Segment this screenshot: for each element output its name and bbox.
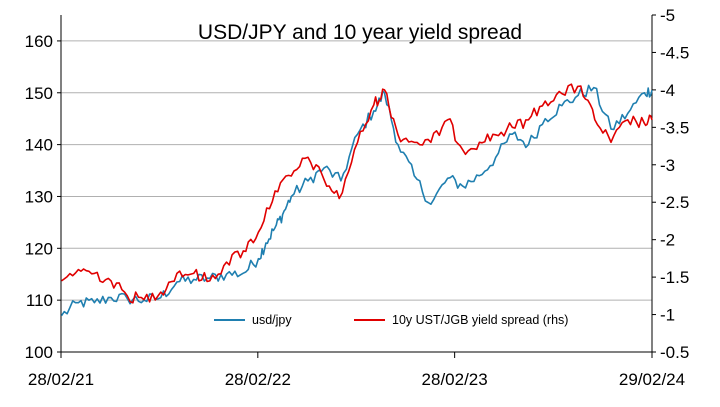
y-right-tick-label: -0.5 — [660, 343, 689, 362]
y-right-tick-label: -4.5 — [660, 43, 689, 62]
y-left-tick-label: 110 — [26, 291, 53, 310]
y-right-tick-label: -4 — [660, 81, 675, 100]
y-left-tick-label: 150 — [25, 84, 53, 103]
y-right-tick-label: -1.5 — [660, 268, 689, 287]
x-tick-label: 28/02/22 — [225, 370, 291, 389]
y-right-tick-label: -5 — [660, 6, 675, 25]
y-right-tick-label: -1 — [660, 306, 675, 325]
y-left-tick-label: 160 — [25, 32, 53, 51]
y-left-tick-label: 100 — [25, 343, 53, 362]
y-right-tick-label: -2 — [660, 231, 675, 250]
x-tick-label: 29/02/24 — [619, 370, 685, 389]
series-layer — [60, 83, 653, 317]
x-tick-label: 28/02/23 — [422, 370, 488, 389]
y-left-tick-label: 140 — [25, 136, 53, 155]
chart-title: USD/JPY and 10 year yield spread — [198, 21, 522, 44]
y-right-tick-label: -2.5 — [660, 193, 689, 212]
x-tick-label: 28/02/21 — [28, 370, 94, 389]
yield-spread-line — [61, 83, 653, 304]
legend-label-spread: 10y UST/JGB yield spread (rhs) — [392, 313, 568, 327]
y-left-tick-label: 120 — [25, 239, 53, 258]
y-left-tick-label: 130 — [25, 187, 53, 206]
y-right-tick-label: -3.5 — [660, 118, 689, 137]
legend-label-usdjpy: usd/jpy — [252, 313, 292, 327]
axis-layer: 100 110 120 130 140 150 160 -0.5 -1 -1.5 -2 -2.5 -3 -… — [25, 6, 690, 389]
y-right-tick-label: -3 — [660, 156, 675, 175]
grid-layer — [61, 40, 652, 301]
legend: usd/jpy 10y UST/JGB yield spread (rhs) — [214, 313, 568, 327]
usdjpy-line — [60, 84, 653, 317]
